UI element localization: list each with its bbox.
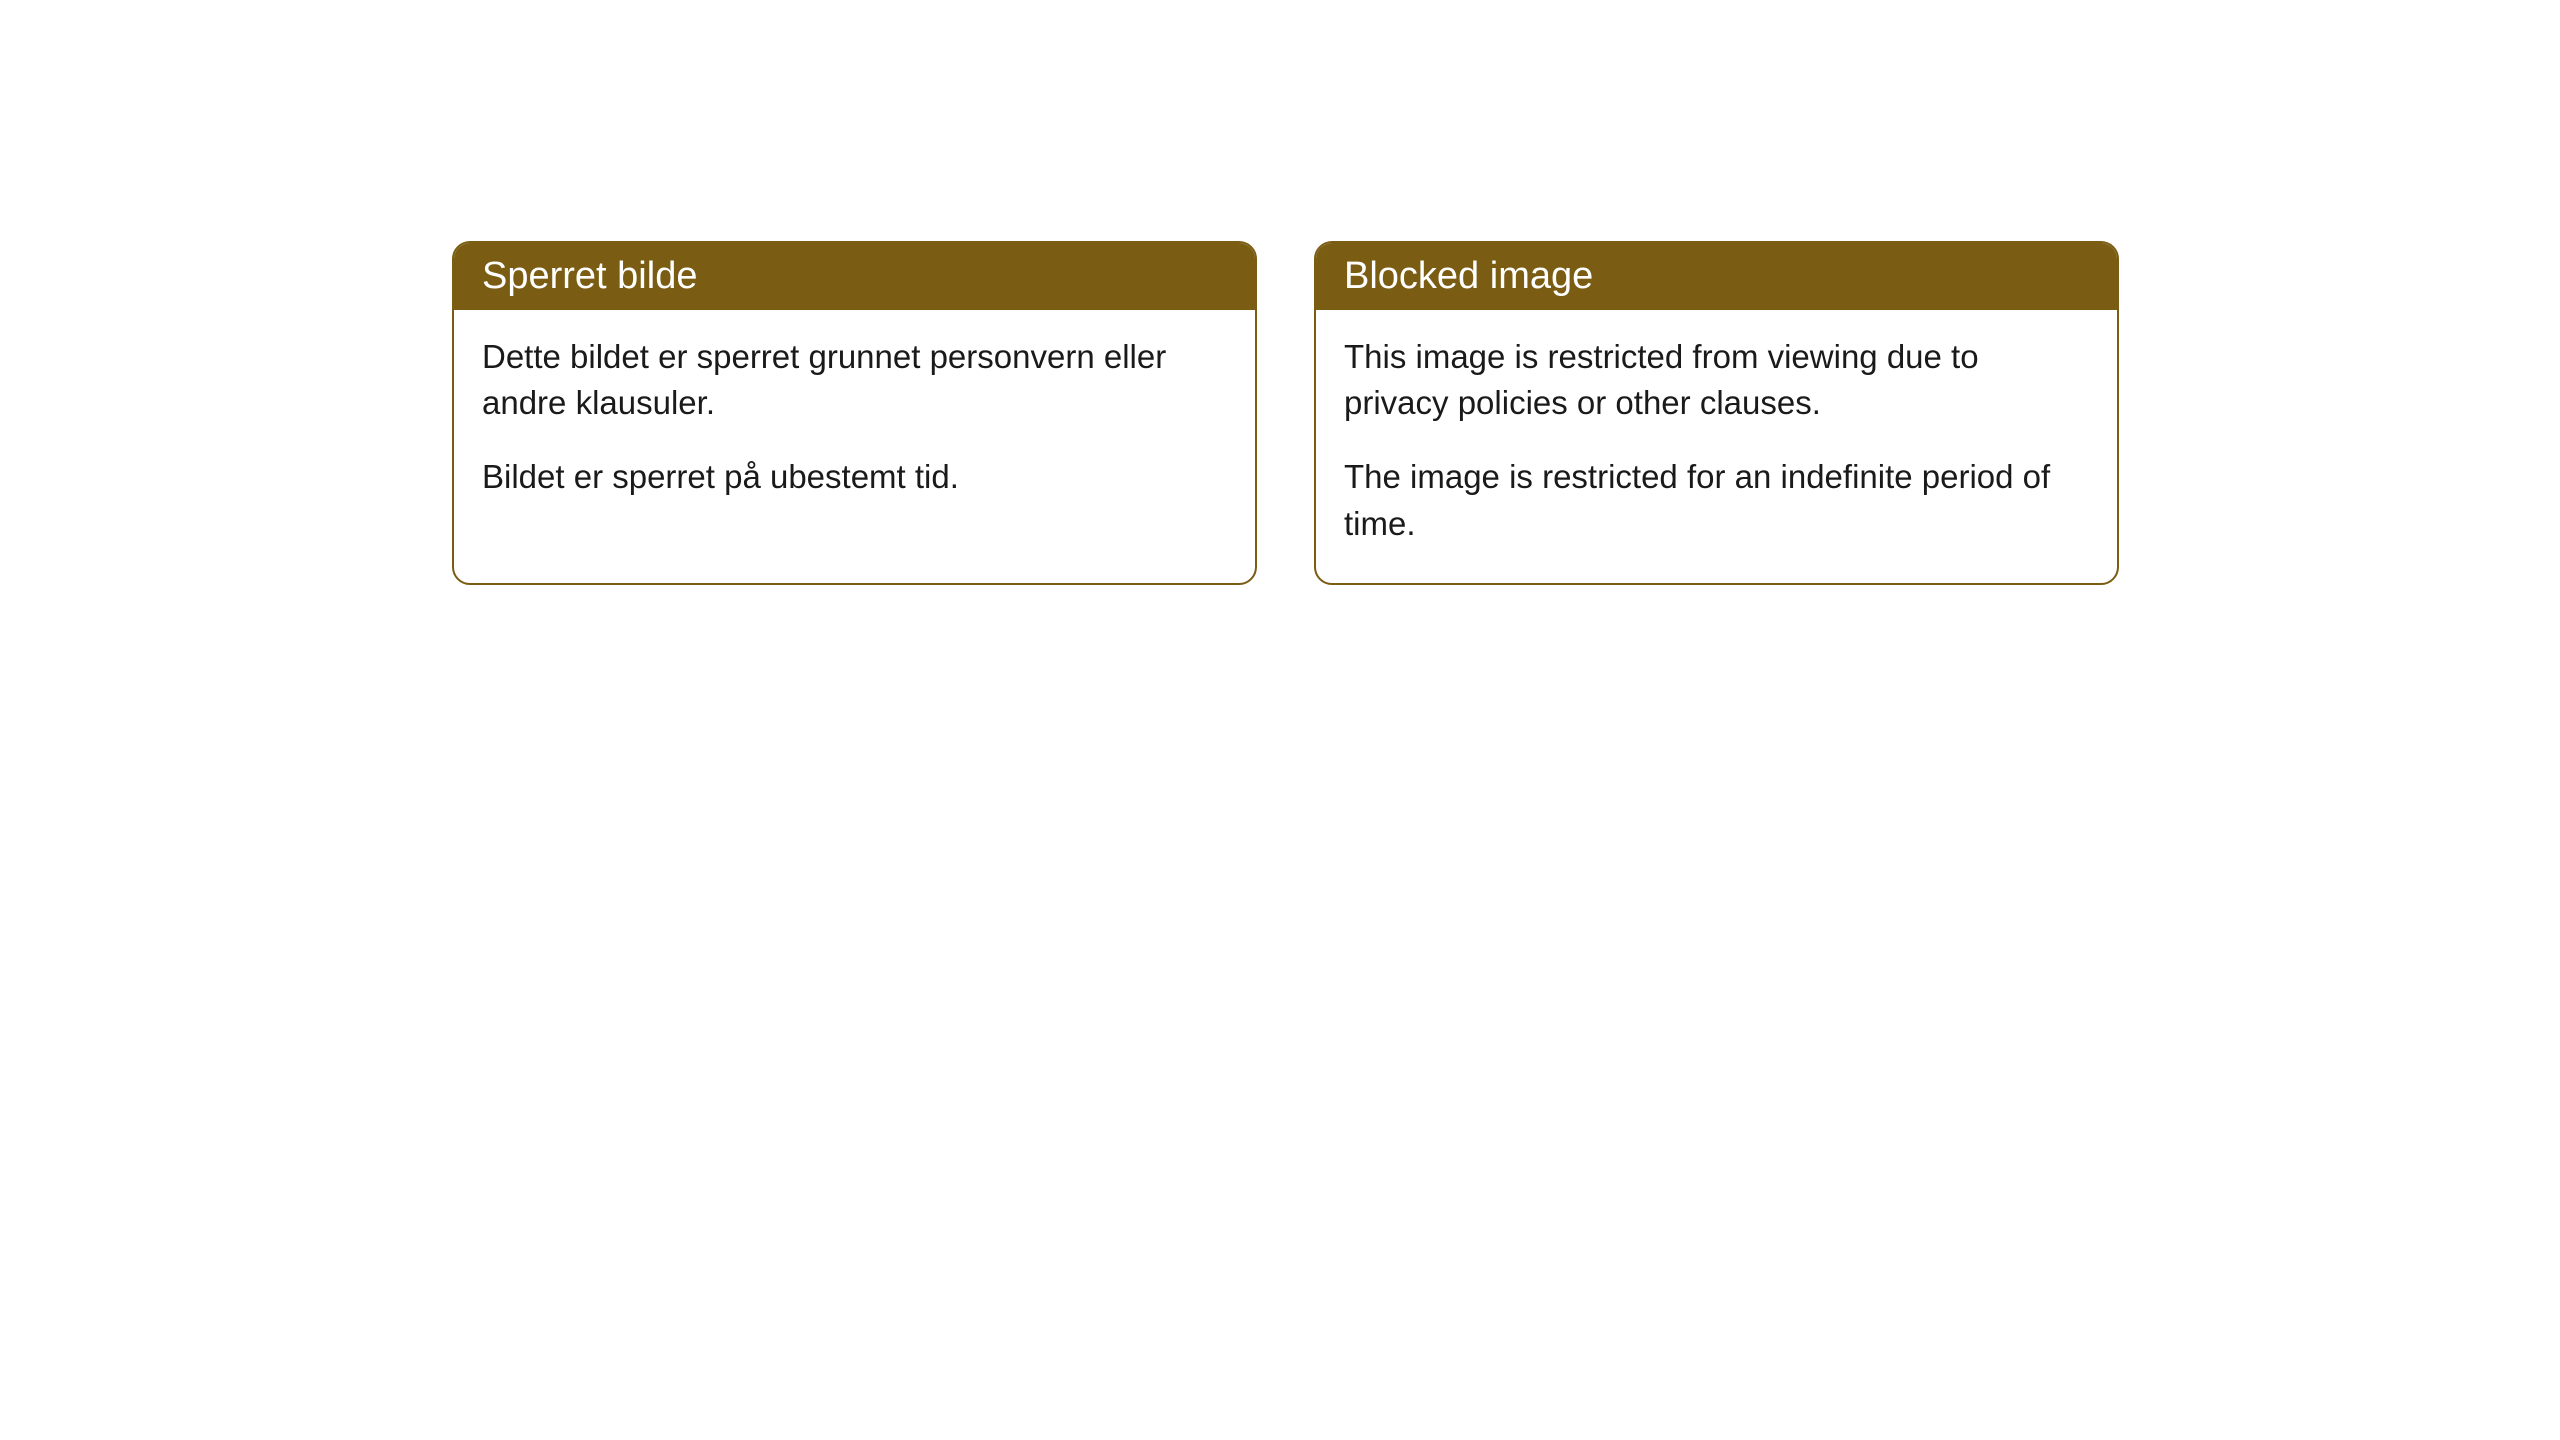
card-title: Blocked image (1344, 255, 1593, 297)
card-title: Sperret bilde (482, 255, 697, 297)
card-paragraph: Dette bildet er sperret grunnet personve… (482, 334, 1227, 426)
card-paragraph: Bildet er sperret på ubestemt tid. (482, 454, 1227, 500)
notice-card-english: Blocked image This image is restricted f… (1314, 241, 2119, 585)
card-header: Blocked image (1316, 243, 2117, 310)
card-paragraph: This image is restricted from viewing du… (1344, 334, 2089, 426)
card-body: Dette bildet er sperret grunnet personve… (454, 310, 1255, 537)
notice-cards-container: Sperret bilde Dette bildet er sperret gr… (452, 241, 2119, 585)
card-body: This image is restricted from viewing du… (1316, 310, 2117, 583)
card-paragraph: The image is restricted for an indefinit… (1344, 454, 2089, 546)
notice-card-norwegian: Sperret bilde Dette bildet er sperret gr… (452, 241, 1257, 585)
card-header: Sperret bilde (454, 243, 1255, 310)
